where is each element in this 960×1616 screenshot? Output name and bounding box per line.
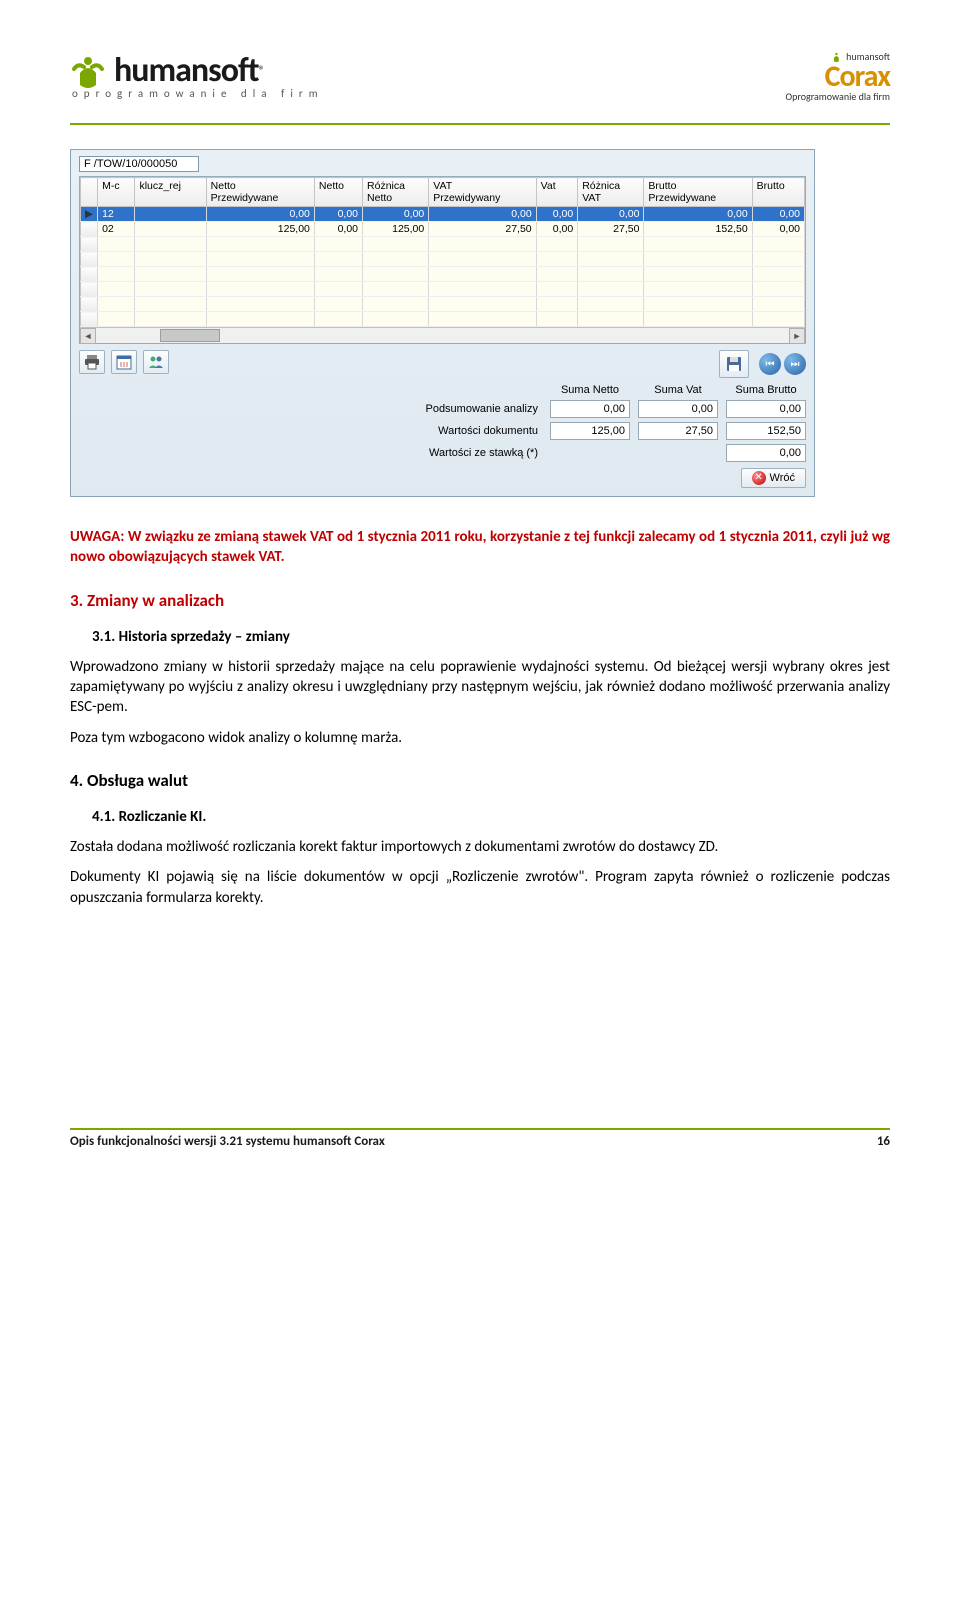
corax-tagline: Oprogramowanie dla firm: [786, 90, 890, 103]
cell: 27,50: [578, 222, 644, 237]
header-logos: humansoft ® oprogramowanie dla firm huma…: [70, 50, 890, 103]
summary-value: 0,00: [550, 400, 630, 418]
page-number: 16: [877, 1134, 890, 1149]
column-header[interactable]: NettoPrzewidywane: [206, 178, 314, 207]
column-header[interactable]: Vat: [536, 178, 578, 207]
row-marker-header: [81, 178, 98, 207]
column-header[interactable]: M-c: [98, 178, 135, 207]
app-window: F /TOW/10/000050 M-cklucz_rejNettoPrzewi…: [70, 149, 815, 497]
close-icon: ✕: [752, 471, 766, 485]
summary-header: Suma Vat: [638, 384, 718, 396]
table-row[interactable]: [81, 282, 805, 297]
table-row[interactable]: ▶120,000,000,000,000,000,000,000,00: [81, 207, 805, 222]
nav-last-icon[interactable]: ⏭: [784, 353, 806, 375]
corax-name: Corax: [786, 63, 890, 90]
summary-value: 27,50: [638, 422, 718, 440]
save-icon[interactable]: [719, 350, 749, 378]
cell: [135, 207, 206, 222]
cell: 0,00: [578, 207, 644, 222]
nav-first-icon[interactable]: ⏮: [759, 353, 781, 375]
table-row[interactable]: 02125,000,00125,0027,500,0027,50152,500,…: [81, 222, 805, 237]
table-row[interactable]: [81, 252, 805, 267]
summary-value: 125,00: [550, 422, 630, 440]
table-row[interactable]: [81, 297, 805, 312]
cell: 0,00: [536, 207, 578, 222]
scroll-thumb[interactable]: [160, 329, 220, 342]
heading-3-1: 3.1. Historia sprzedaży – zmiany: [92, 627, 890, 647]
warning-paragraph: UWAGA: W związku ze zmianą stawek VAT od…: [70, 527, 890, 568]
footer-text: Opis funkcjonalności wersji 3.21 systemu…: [70, 1134, 385, 1149]
table-row[interactable]: [81, 237, 805, 252]
column-header[interactable]: Netto: [314, 178, 362, 207]
cell: 125,00: [206, 222, 314, 237]
logo-corax: humansoft Corax Oprogramowanie dla firm: [786, 50, 890, 103]
logo-humansoft: humansoft ® oprogramowanie dla firm: [70, 50, 323, 100]
paragraph-3-1b: Poza tym wzbogacono widok analizy o kolu…: [70, 728, 890, 748]
data-grid: M-cklucz_rejNettoPrzewidywaneNettoRóżnic…: [79, 176, 806, 344]
column-header[interactable]: RóżnicaNetto: [363, 178, 429, 207]
toolbar-left: [79, 350, 169, 374]
cell: 0,00: [206, 207, 314, 222]
paragraph-3-1a: Wprowadzono zmiany w historii sprzedaży …: [70, 657, 890, 718]
column-header[interactable]: RóżnicaVAT: [578, 178, 644, 207]
cell: 152,50: [644, 222, 752, 237]
summary-value: 152,50: [726, 422, 806, 440]
back-button[interactable]: ✕ Wróć: [741, 468, 806, 488]
cell: [135, 222, 206, 237]
horizontal-scrollbar[interactable]: ◄ ►: [80, 327, 805, 343]
cell: 125,00: [363, 222, 429, 237]
summary-header: Suma Netto: [550, 384, 630, 396]
page-footer: Opis funkcjonalności wersji 3.21 systemu…: [70, 1128, 890, 1149]
cell: 0,00: [752, 207, 804, 222]
table-row[interactable]: [81, 267, 805, 282]
humansoft-icon: [70, 51, 110, 91]
cell: 0,00: [363, 207, 429, 222]
cell: 02: [98, 222, 135, 237]
document-id-field[interactable]: F /TOW/10/000050: [79, 156, 199, 172]
summary-panel: Suma Netto Suma Vat Suma Brutto Podsumowani…: [79, 384, 806, 462]
heading-4-1: 4.1. Rozliczanie KI.: [92, 807, 890, 827]
summary-value: 0,00: [638, 400, 718, 418]
cell: 0,00: [752, 222, 804, 237]
scroll-right-icon[interactable]: ►: [789, 328, 805, 344]
column-header[interactable]: klucz_rej: [135, 178, 206, 207]
cell: 12: [98, 207, 135, 222]
paragraph-4-1b: Dokumenty KI pojawią się na liście dokum…: [70, 867, 890, 908]
cell: 27,50: [429, 222, 536, 237]
cell: 0,00: [536, 222, 578, 237]
summary-header: Suma Brutto: [726, 384, 806, 396]
heading-3: 3. Zmiany w analizach: [70, 590, 890, 613]
table-row[interactable]: [81, 312, 805, 327]
back-button-label: Wróć: [770, 472, 795, 484]
cell: 0,00: [644, 207, 752, 222]
summary-value: 0,00: [726, 400, 806, 418]
summary-label: Podsumowanie analizy: [425, 403, 542, 415]
column-header[interactable]: BruttoPrzewidywane: [644, 178, 752, 207]
calendar-icon[interactable]: [111, 350, 137, 374]
summary-label: Wartości ze stawką (*): [425, 447, 542, 459]
summary-label: Wartości dokumentu: [425, 425, 542, 437]
humansoft-name: humansoft: [114, 50, 259, 91]
paragraph-4-1a: Została dodana możliwość rozliczania kor…: [70, 837, 890, 857]
column-header[interactable]: Brutto: [752, 178, 804, 207]
users-icon[interactable]: [143, 350, 169, 374]
header-divider: [70, 123, 890, 125]
printer-icon[interactable]: [79, 350, 105, 374]
heading-4: 4. Obsługa walut: [70, 770, 890, 793]
registered-mark: ®: [259, 64, 265, 78]
cell: 0,00: [429, 207, 536, 222]
summary-value: 0,00: [726, 444, 806, 462]
column-header[interactable]: VATPrzewidywany: [429, 178, 536, 207]
cell: 0,00: [314, 222, 362, 237]
cell: 0,00: [314, 207, 362, 222]
document-body: UWAGA: W związku ze zmianą stawek VAT od…: [70, 527, 890, 908]
scroll-left-icon[interactable]: ◄: [80, 328, 96, 344]
